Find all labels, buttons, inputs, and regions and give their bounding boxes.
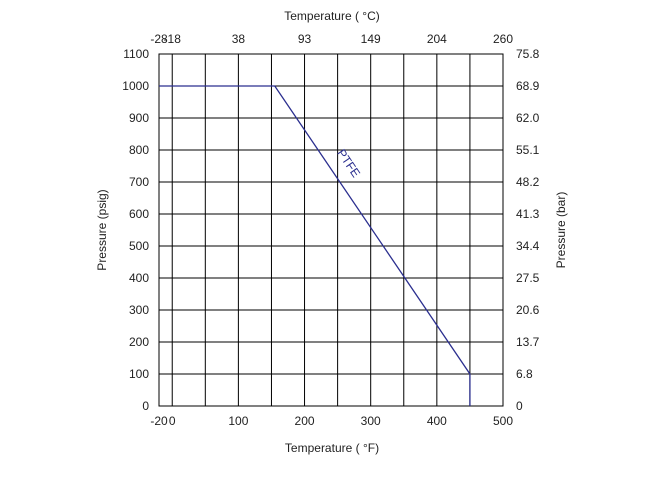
plot-frame <box>158 53 504 407</box>
x-tick-label-bottom: -20 <box>150 414 168 428</box>
y-tick-label-right: 48.2 <box>516 175 540 189</box>
y-tick-label-left: 600 <box>129 207 149 221</box>
x-tick-label-top: -28 <box>150 32 168 46</box>
series-label-ptfe: PTFE <box>334 147 363 180</box>
y-tick-label-left: 800 <box>129 143 149 157</box>
y-tick-label-left: 700 <box>129 175 149 189</box>
y-tick-label-right: 13.7 <box>516 335 540 349</box>
y-axis-title-left: Pressure (psig) <box>95 189 109 270</box>
y-tick-label-left: 100 <box>129 367 149 381</box>
x-tick-label-bottom: 100 <box>228 414 248 428</box>
x-tick-label-bottom: 0 <box>169 414 176 428</box>
tick-labels: -20 0 100 200 300 400 500-28-18 38 93 149 204 26001… <box>122 32 539 428</box>
x-tick-label-top: 204 <box>427 32 447 46</box>
x-tick-label-bottom: 500 <box>493 414 513 428</box>
y-tick-label-left: 1100 <box>123 47 149 61</box>
y-tick-label-right: 62.0 <box>516 111 540 125</box>
y-axis-title-right: Pressure (bar) <box>554 192 568 269</box>
y-tick-label-right: 27.5 <box>516 271 540 285</box>
y-tick-label-right: 0 <box>516 399 523 413</box>
y-tick-label-left: 0 <box>142 399 149 413</box>
series-line-ptfe <box>159 85 471 406</box>
y-tick-label-right: 34.4 <box>516 239 540 253</box>
y-tick-label-left: 500 <box>129 239 149 253</box>
x-tick-label-bottom: 200 <box>295 414 315 428</box>
y-tick-label-right: 55.1 <box>516 143 540 157</box>
y-tick-label-right: 68.9 <box>516 79 540 93</box>
x-axis-title-top: Temperature ( °C) <box>284 9 380 23</box>
y-tick-label-right: 41.3 <box>516 207 540 221</box>
grid <box>159 54 503 406</box>
x-axis-title-bottom: Temperature ( °F) <box>285 441 379 455</box>
y-tick-label-left: 300 <box>129 303 149 317</box>
y-tick-label-left: 200 <box>129 335 149 349</box>
x-tick-label-top: 93 <box>298 32 312 46</box>
y-tick-label-right: 20.6 <box>516 303 540 317</box>
y-tick-label-right: 6.8 <box>516 367 533 381</box>
x-tick-label-top: 149 <box>361 32 381 46</box>
y-tick-label-right: 75.8 <box>516 47 540 61</box>
x-tick-label-top: 260 <box>493 32 513 46</box>
x-tick-label-top: 38 <box>232 32 246 46</box>
x-tick-label-top: -18 <box>164 32 182 46</box>
y-tick-label-left: 900 <box>129 111 149 125</box>
x-tick-label-bottom: 300 <box>361 414 381 428</box>
y-tick-label-left: 400 <box>129 271 149 285</box>
y-tick-label-left: 1000 <box>122 79 149 93</box>
x-tick-label-bottom: 400 <box>427 414 447 428</box>
